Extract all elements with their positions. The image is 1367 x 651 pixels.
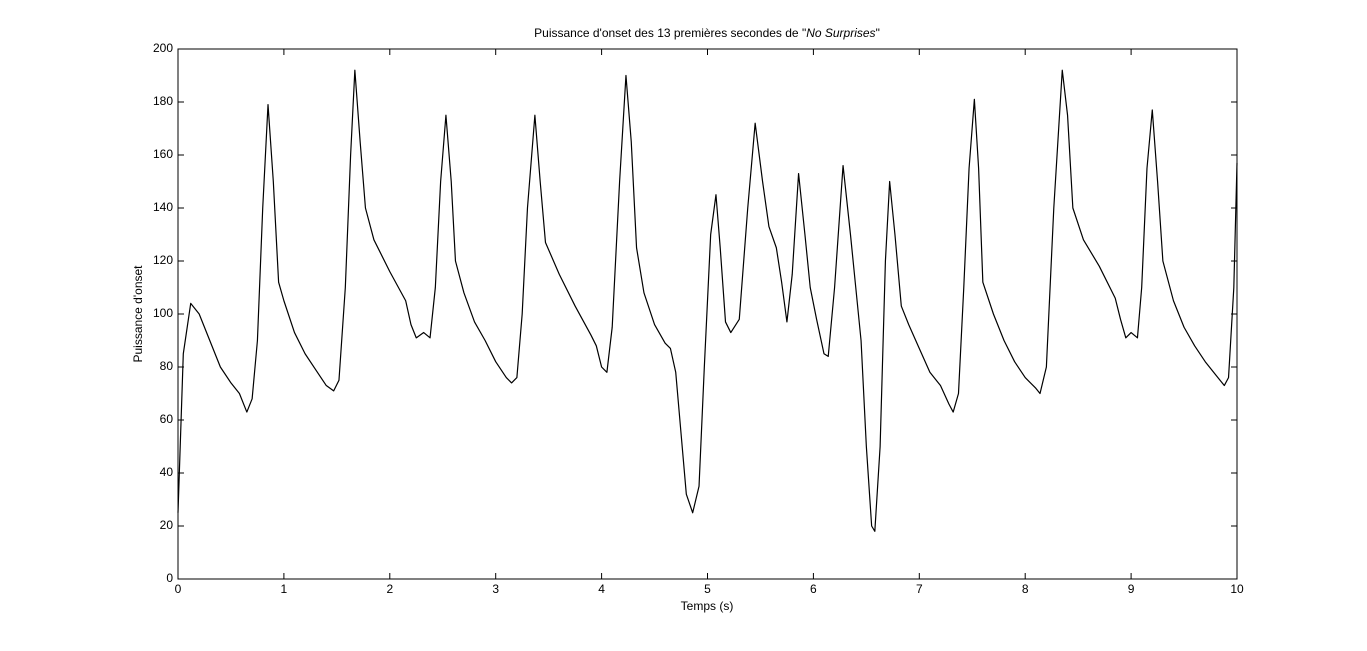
x-tick-label: 2: [386, 582, 393, 596]
y-tick-label: 160: [153, 147, 173, 161]
x-tick-label: 1: [281, 582, 288, 596]
chart-title: Puissance d'onset des 13 premières secon…: [534, 26, 880, 40]
y-tick-label: 180: [153, 94, 173, 108]
y-tick-label: 140: [153, 200, 173, 214]
x-tick-label: 0: [175, 582, 182, 596]
title-text: ": [876, 26, 880, 40]
title-italic: No Surprises: [806, 26, 875, 40]
x-tick-label: 4: [598, 582, 605, 596]
y-tick-label: 20: [160, 518, 174, 532]
x-axis-label: Temps (s): [681, 599, 734, 613]
x-tick-label: 3: [492, 582, 499, 596]
x-tick-label: 5: [704, 582, 711, 596]
y-tick-label: 60: [160, 412, 174, 426]
x-tick-label: 9: [1128, 582, 1135, 596]
y-tick-label: 120: [153, 253, 173, 267]
data-line: [177, 69, 1238, 532]
x-tick-label: 10: [1230, 582, 1244, 596]
plot-box: [177, 48, 1238, 580]
y-tick-label: 200: [153, 41, 173, 55]
y-tick-label: 80: [160, 359, 174, 373]
x-tick-label: 6: [810, 582, 817, 596]
y-axis-label: Puissance d'onset: [131, 265, 145, 363]
x-tick-label: 8: [1022, 582, 1029, 596]
y-tick-label: 100: [153, 306, 173, 320]
y-tick-label: 40: [160, 465, 174, 479]
y-tick-label: 0: [166, 571, 173, 585]
x-tick-label: 7: [916, 582, 923, 596]
title-text: Puissance d'onset des 13 premières secon…: [534, 26, 806, 40]
